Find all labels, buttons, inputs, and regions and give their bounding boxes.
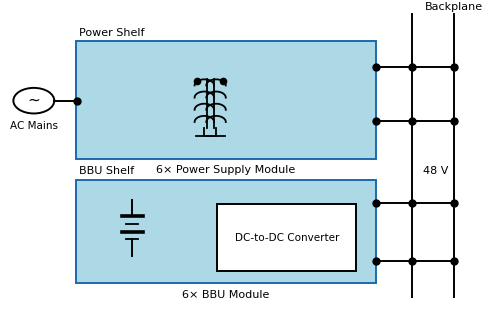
Text: 6× Power Supply Module: 6× Power Supply Module [157,165,296,175]
Text: AC Mains: AC Mains [10,121,58,131]
Bar [76,41,376,158]
Circle shape [13,88,55,113]
Text: 6× BBU Module: 6× BBU Module [182,290,270,299]
Text: 48 V: 48 V [423,166,448,176]
Text: BBU Shelf: BBU Shelf [79,166,134,176]
Bar [76,180,376,283]
Text: ~: ~ [27,92,40,107]
Text: Power Shelf: Power Shelf [79,28,144,38]
Bar [218,204,356,271]
Text: Backplane: Backplane [425,2,483,12]
Text: DC-to-DC Converter: DC-to-DC Converter [235,233,339,243]
